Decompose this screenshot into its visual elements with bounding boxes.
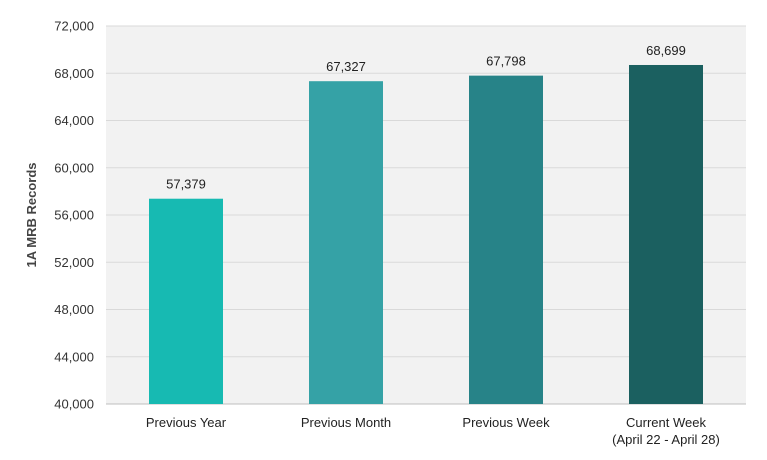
x-category-label: Previous Year [146, 415, 227, 430]
bars [149, 64, 703, 405]
y-tick-label: 68,000 [54, 66, 94, 81]
y-tick-label: 40,000 [54, 397, 94, 412]
y-tick-label: 44,000 [54, 349, 94, 364]
bar [149, 198, 223, 404]
bar-value-label: 67,798 [486, 54, 526, 69]
bar [629, 64, 703, 404]
bar-value-label: 68,699 [646, 43, 686, 58]
y-tick-label: 56,000 [54, 208, 94, 223]
y-tick-label: 52,000 [54, 255, 94, 270]
x-category-label: Previous Month [301, 415, 391, 430]
y-axis-ticks: 40,000 44,000 48,000 52,000 56,000 60,000 64,0… [54, 19, 94, 412]
data-labels: 57,379 67,327 67,798 68,699 [166, 43, 686, 192]
bar [309, 81, 383, 404]
y-tick-label: 48,000 [54, 302, 94, 317]
y-axis-title: 1A MRB Records [24, 163, 39, 268]
y-tick-label: 72,000 [54, 19, 94, 34]
x-category-label: Previous Week [462, 415, 550, 430]
bar-value-label: 57,379 [166, 177, 206, 192]
bar-value-label: 67,327 [326, 59, 366, 74]
y-tick-label: 60,000 [54, 160, 94, 175]
y-tick-label: 64,000 [54, 113, 94, 128]
category-labels: Previous Year Previous Month Previous Week… [146, 415, 720, 447]
x-category-label: Current Week (April 22 - April 28) [612, 415, 720, 447]
bar [469, 75, 543, 405]
